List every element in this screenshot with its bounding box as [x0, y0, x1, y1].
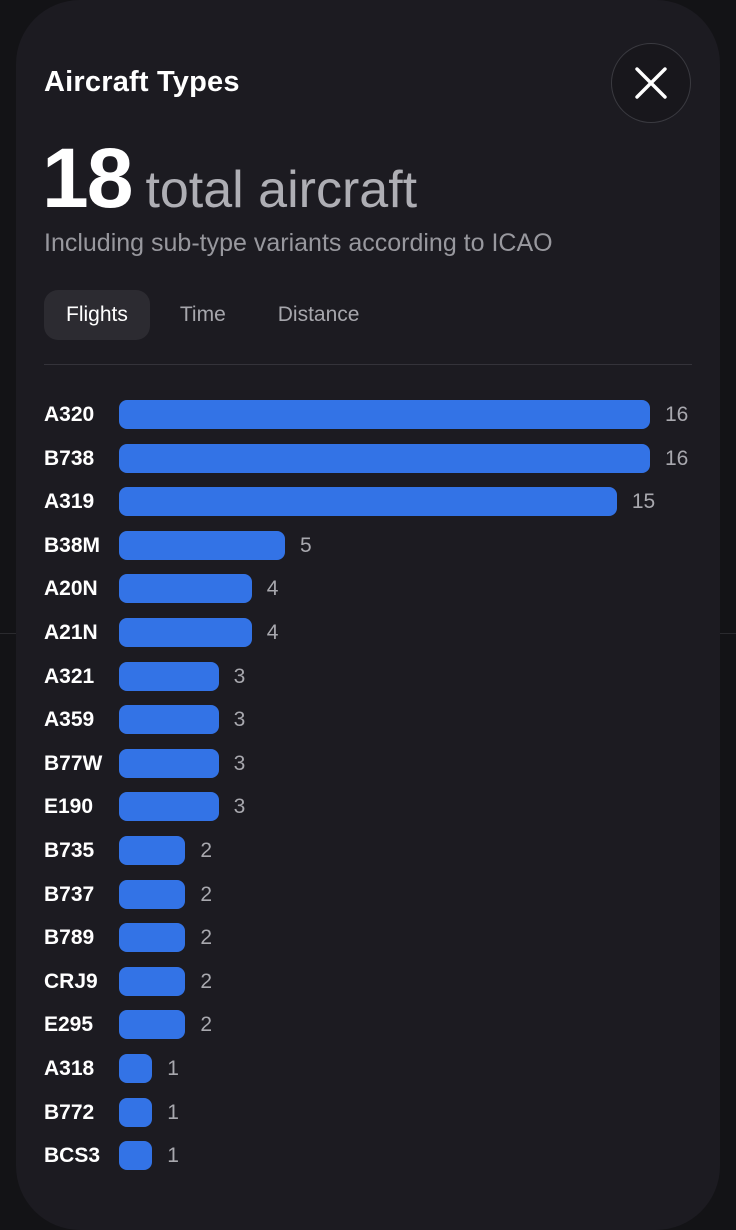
sheet-title: Aircraft Types — [44, 66, 240, 98]
bar — [119, 1141, 153, 1171]
bar — [119, 835, 186, 865]
bar — [119, 574, 252, 604]
total-count: 18 — [42, 131, 133, 225]
bar-value-label: 1 — [167, 1144, 179, 1168]
bar — [119, 487, 617, 517]
bar — [119, 923, 186, 953]
bar-row[interactable]: B38M 5 — [44, 524, 704, 568]
bar-row[interactable]: B735 2 — [44, 829, 704, 873]
bar-value-label: 3 — [233, 795, 246, 819]
bar-value-label: 3 — [233, 751, 246, 775]
bar-category-label: B38M — [44, 533, 101, 557]
total-headline: 18 total aircraft — [42, 130, 417, 238]
bar-category-label: A318 — [44, 1056, 95, 1080]
bar-row[interactable]: A321 3 — [44, 655, 704, 699]
bar-row[interactable]: A319 15 — [44, 480, 704, 524]
bar-category-label: A320 — [44, 403, 95, 426]
bar — [119, 400, 650, 429]
section-divider — [44, 364, 692, 365]
bar-row[interactable]: A21N 4 — [44, 611, 704, 655]
bar-category-label: A359 — [44, 708, 95, 732]
bar-row[interactable]: B77W 3 — [44, 742, 704, 786]
bar-value-label: 4 — [266, 620, 279, 644]
bar-row[interactable]: B738 16 — [44, 437, 704, 481]
bar-row[interactable]: A359 3 — [44, 698, 704, 742]
bar-category-label: B737 — [44, 882, 95, 906]
bar-category-label: A319 — [44, 490, 95, 514]
bar — [119, 792, 219, 822]
metric-tabs: Flights Time Distance — [44, 290, 389, 340]
bar-row[interactable]: B789 2 — [44, 916, 704, 960]
bar-value-label: 2 — [200, 838, 213, 862]
bar-value-label: 3 — [233, 664, 246, 688]
bar-row[interactable]: A318 1 — [44, 1047, 704, 1091]
bar-category-label: CRJ9 — [44, 969, 98, 993]
bar — [119, 530, 285, 560]
bar-category-label: A20N — [44, 577, 98, 601]
aircraft-bar-chart: A320 16 B738 16 A319 15 B38M 5 A20N 4 A21N 4 A321 3 A3… — [44, 393, 704, 1178]
bar-row[interactable]: B772 1 — [44, 1091, 704, 1135]
bar-category-label: E295 — [44, 1013, 94, 1037]
bar-row[interactable]: BCS3 1 — [44, 1134, 704, 1178]
bar-category-label: E190 — [44, 795, 94, 819]
bar-category-label: A21N — [44, 620, 98, 644]
bar — [119, 705, 219, 735]
aircraft-types-sheet: Aircraft Types 18 total aircraft Includi… — [16, 0, 720, 1230]
bar-value-label: 2 — [200, 882, 213, 906]
bar-row[interactable]: A320 16 — [44, 393, 704, 437]
bar-value-label: 2 — [200, 969, 213, 993]
bar-value-label: 2 — [200, 926, 213, 950]
bar-category-label: B738 — [44, 446, 95, 470]
close-icon — [635, 67, 667, 99]
bar-value-label: 5 — [299, 533, 312, 557]
bar-value-label: 3 — [233, 708, 246, 732]
total-suffix: total aircraft — [145, 161, 418, 219]
bar — [119, 748, 219, 778]
tab-distance[interactable]: Distance — [277, 303, 360, 326]
bar-category-label: BCS3 — [44, 1144, 101, 1168]
bar-value-label: 1 — [167, 1056, 179, 1080]
bar — [119, 966, 186, 996]
bar-category-label: B735 — [44, 838, 95, 862]
bar-row[interactable]: CRJ9 2 — [44, 960, 704, 1004]
bar-value-label: 4 — [266, 577, 279, 601]
bar — [119, 1010, 186, 1040]
bar — [119, 879, 186, 909]
bar-row[interactable]: B737 2 — [44, 873, 704, 917]
bar — [119, 443, 650, 473]
bar-category-label: B77W — [44, 751, 103, 775]
bar-value-label: 15 — [631, 490, 656, 514]
bar-value-label: 16 — [665, 446, 689, 470]
bar — [119, 1053, 153, 1083]
bar-value-label: 16 — [665, 403, 689, 426]
bar-value-label: 2 — [200, 1013, 213, 1037]
tab-flights[interactable]: Flights — [44, 290, 150, 340]
bar — [119, 617, 252, 647]
bar — [119, 1097, 153, 1127]
bar-row[interactable]: E190 3 — [44, 785, 704, 829]
bar-category-label: B772 — [44, 1100, 95, 1124]
bar-category-label: B789 — [44, 926, 95, 950]
tab-time[interactable]: Time — [179, 303, 226, 326]
bar — [119, 661, 219, 691]
close-button[interactable] — [611, 43, 691, 123]
bar-row[interactable]: A20N 4 — [44, 567, 704, 611]
subtitle: Including sub-type variants according to… — [44, 229, 553, 257]
bar-row[interactable]: E295 2 — [44, 1003, 704, 1047]
bar-value-label: 1 — [167, 1100, 179, 1124]
bar-category-label: A321 — [44, 664, 95, 688]
